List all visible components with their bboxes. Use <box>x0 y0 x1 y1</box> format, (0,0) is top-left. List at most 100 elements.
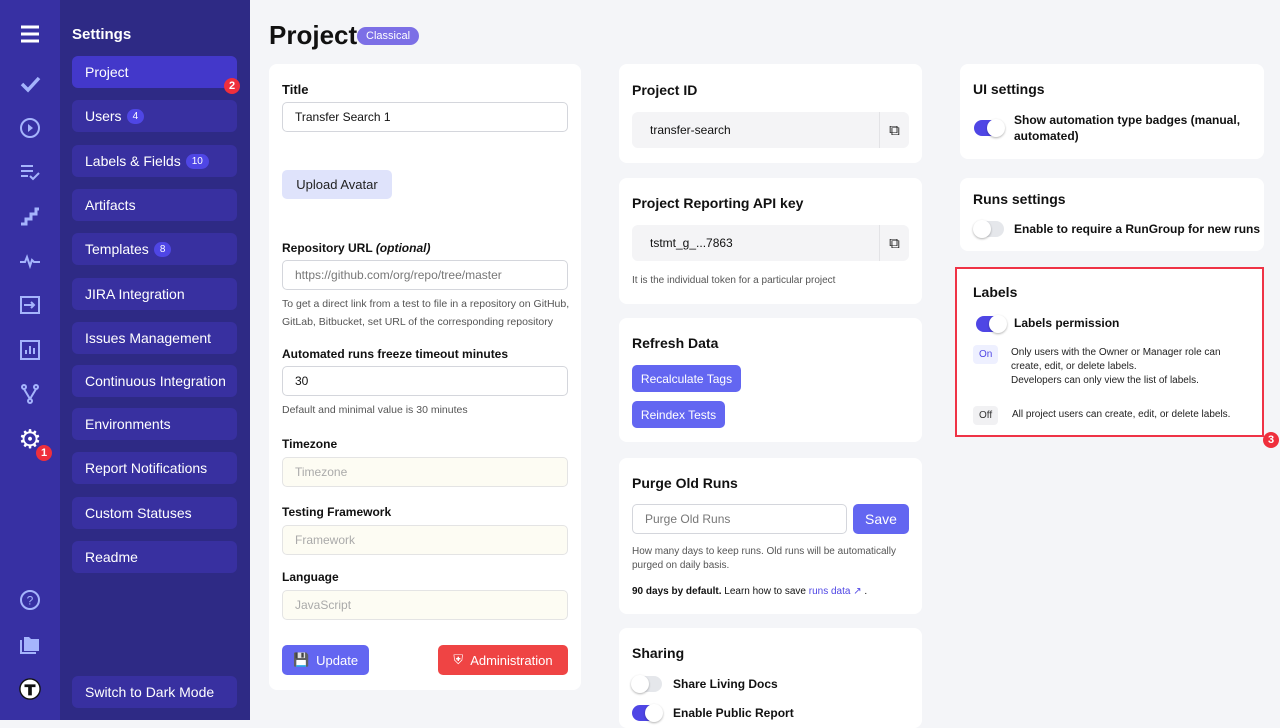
sidebar-item-project[interactable]: Project <box>72 56 237 88</box>
labels-permission-label: Labels permission <box>1014 316 1120 330</box>
shield-icon: ⛨ <box>453 652 464 667</box>
icon-rail: ⚙ 1 ? <box>0 0 60 720</box>
repo-url-input[interactable]: https://github.com/org/repo/tree/master <box>282 260 568 290</box>
sidebar-item-labels-fields[interactable]: Labels & Fields 10 <box>72 145 237 177</box>
sidebar-item-label: Artifacts <box>85 197 136 213</box>
sidebar-title: Settings <box>72 26 132 43</box>
freeze-hint: Default and minimal value is 30 minutes <box>282 404 468 416</box>
chart-icon[interactable] <box>16 336 44 364</box>
purge-save-button[interactable]: Save <box>853 504 909 534</box>
steps-icon[interactable] <box>16 202 44 230</box>
labels-title: Labels <box>973 284 1018 300</box>
on-pill: On <box>973 345 999 364</box>
refresh-title: Refresh Data <box>632 335 719 351</box>
labels-marker: 3 <box>1263 432 1279 448</box>
settings-badge: 1 <box>36 445 52 461</box>
sidebar-item-readme[interactable]: Readme <box>72 541 237 573</box>
framework-input[interactable]: Framework <box>282 525 568 555</box>
sidebar-item-label: Issues Management <box>85 330 212 346</box>
purge-card: Purge Old Runs Purge Old Runs Save How m… <box>619 458 922 614</box>
page-title: Project <box>269 20 358 50</box>
share-living-docs-toggle[interactable] <box>631 675 662 693</box>
sidebar-item-templates[interactable]: Templates 8 <box>72 233 237 265</box>
sidebar-item-label: Labels & Fields <box>85 153 181 169</box>
upload-avatar-button[interactable]: Upload Avatar <box>282 170 392 199</box>
copy-icon[interactable]: ⧉ <box>879 112 909 148</box>
reindex-tests-button[interactable]: Reindex Tests <box>632 401 725 428</box>
runs-data-link[interactable]: runs data ↗ <box>808 586 862 597</box>
sidebar-item-artifacts[interactable]: Artifacts <box>72 189 237 221</box>
sidebar-item-label: Report Notifications <box>85 460 208 476</box>
project-marker: 2 <box>224 78 240 94</box>
timezone-input[interactable]: Timezone <box>282 457 568 487</box>
sidebar-item-label: Templates <box>85 241 149 257</box>
avatar-icon[interactable] <box>16 675 44 703</box>
off-description: All project users can create, edit, or d… <box>1012 409 1231 420</box>
project-type-badge: Classical <box>357 27 420 45</box>
automation-badges-label: Show automation type badges (manual, aut… <box>1014 113 1241 143</box>
rungroup-label: Enable to require a RunGroup for new run… <box>1014 222 1261 236</box>
purge-input[interactable]: Purge Old Runs <box>632 504 847 534</box>
play-icon[interactable] <box>16 114 44 142</box>
sidebar-item-users[interactable]: Users 4 <box>72 100 237 132</box>
sharing-card: Sharing Share Living Docs Enable Public … <box>619 628 922 728</box>
purge-default-note: 90 days by default. Learn how to save ru… <box>632 586 868 597</box>
sidebar-item-label: Environments <box>85 416 171 432</box>
help-icon[interactable]: ? <box>16 586 44 614</box>
import-icon[interactable] <box>16 291 44 319</box>
language-input[interactable]: JavaScript <box>282 590 568 620</box>
public-report-toggle[interactable] <box>632 704 663 722</box>
folder-icon[interactable] <box>16 630 44 658</box>
api-key-hint: It is the individual token for a particu… <box>632 275 836 286</box>
sidebar-item-environments[interactable]: Environments <box>72 408 237 440</box>
dark-mode-button[interactable]: Switch to Dark Mode <box>72 676 237 708</box>
rungroup-toggle[interactable] <box>973 220 1004 238</box>
sidebar-item-issues-management[interactable]: Issues Management <box>72 322 237 354</box>
menu-icon[interactable] <box>16 20 44 48</box>
freeze-label: Automated runs freeze timeout minutes <box>282 347 509 361</box>
check-icon[interactable] <box>16 70 44 98</box>
project-id-title: Project ID <box>632 82 698 98</box>
count-badge: 10 <box>185 153 209 169</box>
recalculate-tags-button[interactable]: Recalculate Tags <box>632 365 741 392</box>
labels-permission-toggle[interactable] <box>976 315 1007 333</box>
on-description: Only users with the Owner or Manager rol… <box>1011 347 1221 386</box>
sidebar-item-report-notifications[interactable]: Report Notifications <box>72 452 237 484</box>
list-check-icon[interactable] <box>16 158 44 186</box>
api-key-card: Project Reporting API key tstmt_g_...786… <box>619 178 922 304</box>
sidebar-item-label: Project <box>85 64 129 80</box>
project-id-card: Project ID transfer-search ⧉ <box>619 64 922 163</box>
svg-text:?: ? <box>27 594 34 608</box>
language-label: Language <box>282 570 339 584</box>
copy-icon[interactable]: ⧉ <box>879 225 909 261</box>
sidebar-item-label: Readme <box>85 549 138 565</box>
sharing-title: Sharing <box>632 645 685 661</box>
sidebar-item-jira-integration[interactable]: JIRA Integration <box>72 278 237 310</box>
pulse-icon[interactable] <box>16 247 44 275</box>
gear-icon[interactable]: ⚙ <box>18 423 42 454</box>
ui-settings-card: UI settings Show automation type badges … <box>960 64 1264 159</box>
api-key-field: tstmt_g_...7863 ⧉ <box>632 225 909 261</box>
automation-badges-toggle[interactable] <box>974 119 1005 137</box>
timezone-label: Timezone <box>282 437 338 451</box>
off-pill: Off <box>973 406 999 425</box>
sidebar-item-custom-statuses[interactable]: Custom Statuses <box>72 497 237 529</box>
api-key-title: Project Reporting API key <box>632 195 804 211</box>
branch-icon[interactable] <box>16 380 44 408</box>
freeze-input[interactable]: 30 <box>282 366 568 396</box>
framework-label: Testing Framework <box>282 505 392 519</box>
runs-settings-title: Runs settings <box>973 191 1066 207</box>
count-badge: 4 <box>126 108 145 124</box>
sidebar-item-label: JIRA Integration <box>85 286 185 302</box>
settings-sidebar: Settings Project Users 4 Labels & Fields 10 A… <box>60 0 250 720</box>
share-living-docs-label: Share Living Docs <box>673 677 778 691</box>
labels-card: Labels Labels permission On Only users w… <box>955 267 1264 437</box>
update-button[interactable]: 💾 Update <box>282 645 369 675</box>
project-id-field: transfer-search ⧉ <box>632 112 909 148</box>
title-input[interactable]: Transfer Search 1 <box>282 102 568 132</box>
public-report-label: Enable Public Report <box>673 706 794 720</box>
administration-button[interactable]: ⛨ Administration <box>438 645 568 675</box>
runs-settings-card: Runs settings Enable to require a RunGro… <box>960 178 1264 251</box>
project-form-card: Title Transfer Search 1 Upload Avatar Re… <box>269 64 581 690</box>
sidebar-item-continuous-integration[interactable]: Continuous Integration <box>72 365 237 397</box>
